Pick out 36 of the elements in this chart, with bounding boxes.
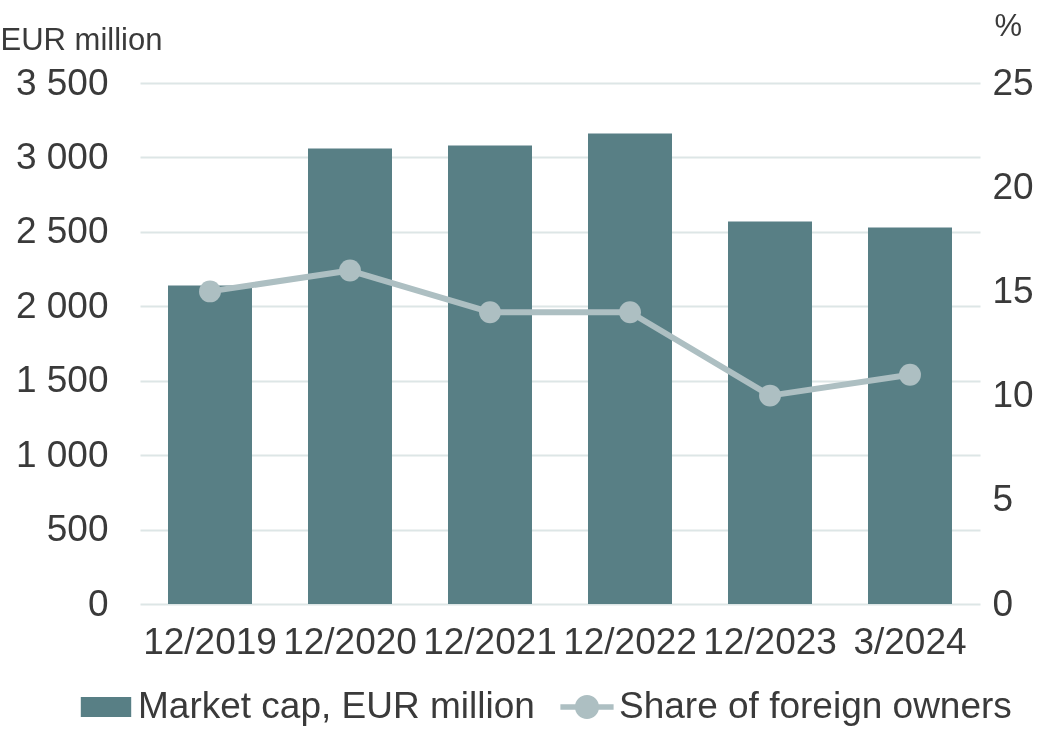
point — [899, 363, 921, 386]
x-tick-label: 12/2020 — [283, 620, 417, 662]
point — [759, 384, 781, 407]
y-tick-label: 500 — [46, 508, 109, 550]
bar — [868, 227, 952, 604]
y2-tick-label: 15 — [992, 269, 1034, 311]
bar — [728, 221, 812, 604]
y2-tick-label: 25 — [992, 61, 1034, 103]
x-tick-label: 12/2022 — [563, 620, 697, 662]
legend-label: Share of foreign owners — [619, 685, 1012, 726]
y-tick-label: 3 000 — [15, 135, 109, 177]
legend-label: Market cap, EUR million — [138, 685, 535, 726]
point — [199, 280, 221, 303]
bar — [588, 133, 672, 604]
point — [339, 259, 361, 282]
bar — [448, 145, 532, 604]
y-tick-label: 3 500 — [15, 61, 109, 103]
x-tick-label: 12/2021 — [423, 620, 557, 662]
y2-tick-label: 0 — [992, 582, 1014, 624]
y2-tick-label: 20 — [992, 165, 1034, 207]
y-tick-label: 0 — [87, 582, 109, 624]
y-axis-title: EUR million — [0, 21, 163, 57]
y2-tick-label: 10 — [992, 374, 1034, 416]
y-tick-label: 2 000 — [15, 284, 109, 326]
y-tick-label: 1 500 — [15, 359, 109, 401]
bar — [308, 148, 392, 604]
x-tick-label: 12/2019 — [143, 620, 277, 662]
point — [619, 301, 641, 324]
point — [479, 301, 501, 324]
y-tick-label: 2 500 — [15, 210, 109, 252]
x-tick-label: 3/2024 — [853, 620, 967, 662]
x-tick-label: 12/2023 — [703, 620, 837, 662]
y2-tick-label: 5 — [992, 478, 1014, 520]
y2-axis-title: % — [994, 7, 1023, 43]
y-tick-label: 1 000 — [15, 433, 109, 475]
bar — [168, 285, 252, 604]
